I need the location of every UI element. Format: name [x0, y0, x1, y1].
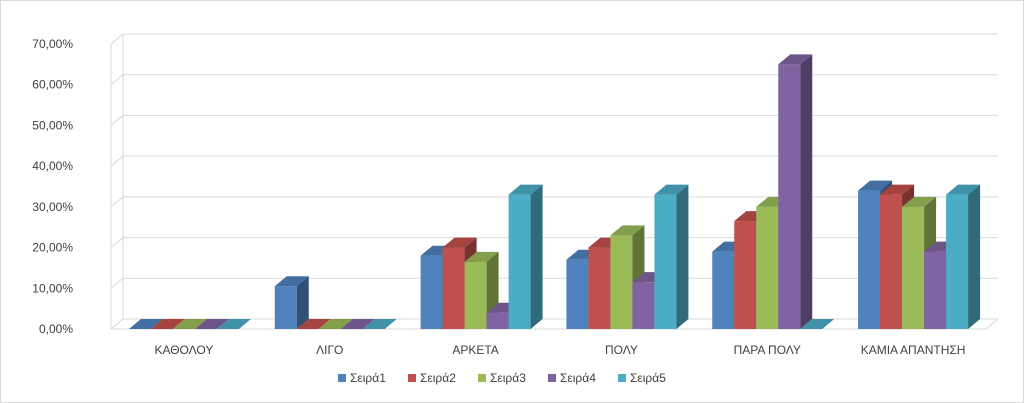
bar-top — [442, 237, 477, 248]
bar — [420, 255, 443, 329]
gridline-side — [110, 115, 124, 126]
bar — [778, 64, 801, 329]
bar — [756, 206, 779, 329]
category-label: ΛΙΓΟ — [316, 343, 343, 357]
floor-edge-right — [985, 318, 999, 330]
bar — [946, 194, 969, 329]
bar-top — [610, 225, 645, 236]
bar — [654, 194, 677, 329]
category-label: ΠΟΛΥ — [605, 343, 638, 357]
gridline-side — [110, 33, 124, 45]
bar-top — [946, 184, 981, 195]
bar — [712, 251, 735, 329]
bar — [734, 221, 757, 329]
y-tick-label: 60,00% — [32, 78, 73, 92]
bar-top — [172, 319, 207, 329]
bar-top — [274, 276, 309, 287]
legend-label: Σειρά3 — [490, 371, 526, 385]
bar-side — [296, 276, 309, 329]
bar-top — [194, 319, 229, 329]
bar-side — [676, 184, 689, 329]
bar — [632, 282, 655, 329]
y-tick-label: 30,00% — [32, 200, 73, 214]
bar-top — [858, 180, 893, 191]
bar-top — [508, 184, 543, 195]
legend-label: Σειρά5 — [630, 371, 666, 385]
bar — [508, 194, 531, 329]
legend-swatch — [618, 374, 626, 382]
y-tick-label: 0,00% — [39, 322, 73, 336]
category-label: ΑΡΚΕΤΑ — [452, 343, 498, 357]
gridline-side — [110, 237, 124, 248]
bar-top — [150, 319, 185, 329]
y-tick-label: 40,00% — [32, 159, 73, 173]
legend-label: Σειρά2 — [420, 371, 456, 385]
legend-label: Σειρά4 — [560, 371, 596, 385]
legend-swatch — [478, 374, 486, 382]
bar-top — [340, 319, 375, 329]
bar-top — [296, 319, 331, 329]
gridline-side — [110, 74, 124, 86]
bar — [924, 251, 947, 329]
bar-side — [800, 54, 813, 329]
bar — [442, 247, 465, 329]
legend-swatch — [338, 374, 346, 382]
bar-top — [800, 319, 835, 329]
gridline-side — [110, 277, 124, 289]
gridline-side — [110, 155, 124, 167]
bar-side — [968, 184, 981, 329]
y-tick-label: 50,00% — [32, 118, 73, 132]
bar-top — [362, 319, 397, 329]
bar — [902, 206, 925, 329]
bar — [610, 235, 633, 329]
y-tick-label: 70,00% — [32, 37, 73, 51]
bar — [566, 259, 589, 329]
bar-top — [216, 319, 251, 329]
bar — [858, 190, 881, 329]
legend-swatch — [548, 374, 556, 382]
bar — [274, 286, 297, 329]
bar — [588, 247, 611, 329]
legend-label: Σειρά1 — [350, 371, 386, 385]
bar — [464, 261, 487, 329]
bar-top — [902, 196, 937, 207]
bar-top — [318, 319, 353, 329]
legend-swatch — [408, 374, 416, 382]
bar-top — [778, 54, 813, 65]
bar-top — [128, 319, 163, 329]
bar — [486, 312, 509, 329]
category-label: ΚΑΜΙΑ ΑΠΑΝΤΗΣΗ — [861, 343, 966, 357]
gridline-side — [110, 318, 124, 330]
bar-top — [654, 184, 689, 195]
gridline-side — [110, 196, 124, 208]
category-label: ΚΑΘΟΛΟΥ — [154, 343, 213, 357]
category-label: ΠΑΡΑ ΠΟΛΥ — [734, 343, 801, 357]
bar-top — [880, 184, 915, 195]
bar-top — [464, 251, 499, 262]
y-tick-label: 20,00% — [32, 241, 73, 255]
bar-side — [530, 184, 543, 329]
bar — [880, 194, 903, 329]
y-tick-label: 10,00% — [32, 281, 73, 295]
